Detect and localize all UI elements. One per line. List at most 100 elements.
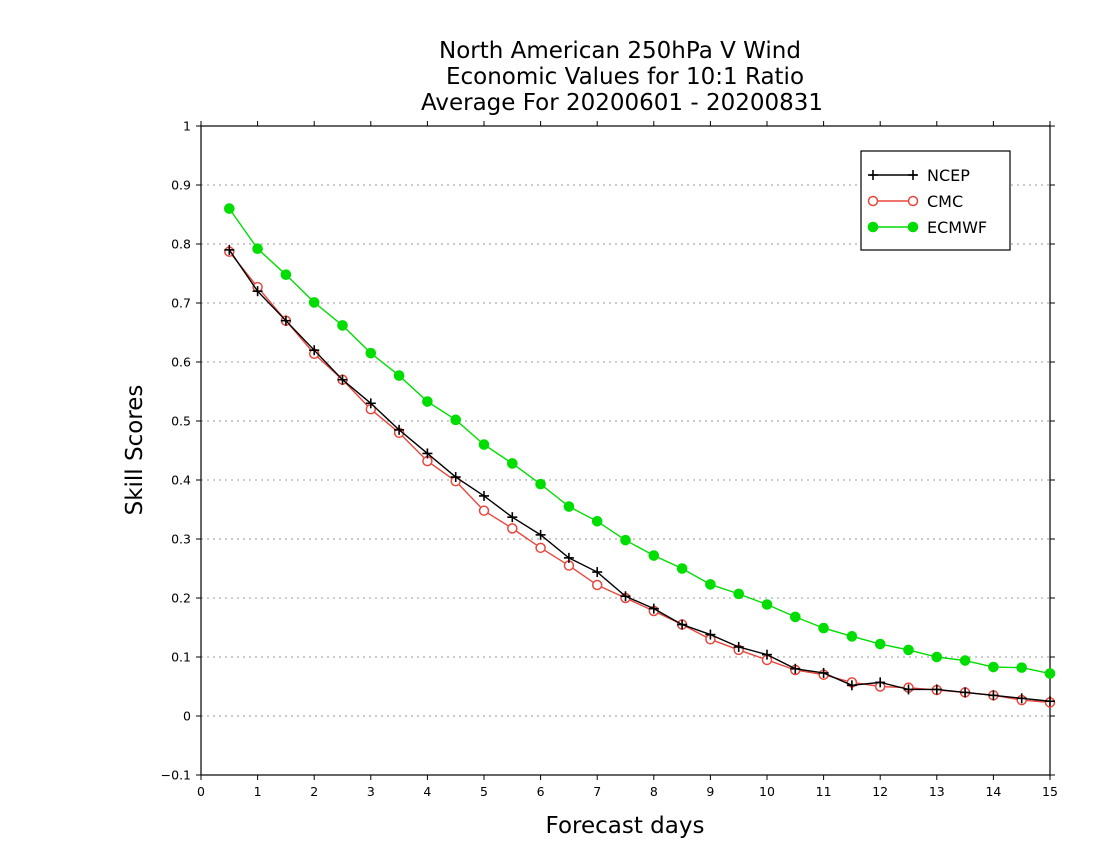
y-tick-label: 1 [183, 119, 191, 134]
point-ncep [648, 603, 659, 614]
point-ncep [705, 629, 716, 640]
point-ncep [450, 472, 461, 483]
point-ecmwf [676, 563, 688, 574]
point-ncep [960, 687, 971, 698]
point-ncep [224, 244, 235, 255]
point-ncep [988, 690, 999, 701]
point-ncep [337, 374, 348, 385]
y-tick-label: 0.2 [171, 591, 191, 606]
point-ecmwf [365, 347, 377, 359]
legend-marker-ecmwf [907, 221, 919, 233]
point-ecmwf [648, 550, 660, 561]
x-tick-label: 15 [1042, 784, 1058, 799]
legend-item-ncep: NCEP [868, 166, 970, 185]
point-ecmwf [959, 655, 971, 666]
point-ncep [394, 424, 405, 435]
y-tick-label: 0.9 [171, 178, 191, 193]
point-ecmwf [846, 631, 858, 642]
point-ecmwf [422, 396, 433, 407]
point-ncep [790, 663, 801, 674]
point-ecmwf [337, 320, 348, 331]
point-ecmwf [620, 534, 631, 546]
x-tick-label: 13 [929, 784, 945, 799]
legend-marker-cmc [867, 195, 879, 207]
legend-item-cmc: CMC [867, 192, 963, 211]
y-tick-label: 0.7 [171, 296, 191, 311]
x-tick-label: 10 [759, 784, 775, 799]
y-tick-label: 0.8 [171, 237, 191, 252]
point-ncep [1016, 693, 1027, 704]
grid [201, 184, 1050, 717]
point-ncep [1045, 696, 1055, 707]
point-ncep [762, 649, 772, 660]
chart-title: North American 250hPa V Wind Economic Va… [421, 38, 823, 116]
x-tick-label: 0 [197, 784, 205, 799]
point-ncep [422, 448, 433, 459]
point-ecmwf [478, 439, 490, 450]
point-ncep [931, 684, 942, 695]
point-cmc [507, 523, 518, 534]
plot-frame [200, 125, 1051, 776]
legend-label-ecmwf: ECMWF [927, 218, 987, 237]
legend-label-cmc: CMC [927, 192, 963, 211]
point-ncep [507, 512, 518, 523]
point-ecmwf [252, 243, 263, 255]
legend-marker-ncep [908, 170, 918, 180]
legend-marker-cmc [907, 195, 919, 207]
point-cmc [535, 542, 546, 554]
point-ecmwf [874, 638, 886, 650]
point-ecmwf [1044, 668, 1056, 679]
point-ncep [903, 684, 914, 695]
series-cmc [224, 246, 1056, 708]
series-line-ncep [228, 249, 1051, 702]
title-line-2: Economic Values for 10:1 Ratio [446, 64, 804, 90]
x-tick-label: 1 [254, 784, 262, 799]
point-ncep [846, 680, 857, 691]
x-tick-label: 9 [706, 784, 714, 799]
point-ecmwf [931, 651, 943, 663]
series-layer [224, 203, 1056, 708]
point-cmc [591, 579, 603, 591]
legend: NCEP CMC ECMWF [860, 150, 1011, 251]
x-tick-label: 7 [593, 784, 601, 799]
x-tick-label: 4 [423, 784, 431, 799]
point-ncep [592, 567, 603, 578]
y-tick-label: 0.5 [171, 414, 191, 429]
y-tick-label: 0.3 [171, 532, 191, 547]
point-ecmwf [535, 478, 546, 490]
point-ecmwf [507, 458, 518, 469]
x-tick-label: 5 [480, 784, 488, 799]
point-ncep [252, 286, 263, 297]
title-line-3: Average For 20200601 - 20200831 [421, 90, 823, 116]
point-ncep [818, 667, 829, 678]
point-ecmwf [988, 661, 999, 673]
x-axis: 0 1 2 3 4 5 6 7 8 9 10 11 12 13 14 15 [197, 121, 1058, 799]
point-ecmwf [761, 599, 773, 610]
point-ecmwf [1016, 662, 1028, 673]
point-ecmwf [903, 644, 914, 656]
point-ecmwf [591, 516, 603, 527]
x-tick-label: 12 [872, 784, 888, 799]
x-tick-label: 14 [985, 784, 1001, 799]
point-ncep [875, 677, 886, 688]
point-ecmwf [563, 501, 575, 512]
point-cmc [478, 505, 490, 516]
series-line-cmc [228, 251, 1051, 704]
point-ncep [563, 552, 574, 563]
y-axis-title: Skill Scores [122, 385, 148, 516]
point-ncep [620, 591, 631, 602]
point-ecmwf [705, 579, 716, 590]
x-tick-label: 2 [310, 784, 318, 799]
point-ncep [365, 398, 376, 409]
x-tick-label: 8 [650, 784, 658, 799]
point-ecmwf [280, 269, 292, 280]
point-ecmwf [733, 588, 745, 600]
legend-marker-ncep [868, 170, 878, 180]
legend-marker-ecmwf [867, 221, 879, 233]
series-ncep [224, 244, 1055, 707]
y-axis: −0.1 0 0.1 0.2 0.3 0.4 0.5 0.6 0.7 0.8 0.9 1 [161, 119, 1055, 783]
legend-item-ecmwf: ECMWF [867, 218, 987, 237]
point-ecmwf [450, 414, 462, 426]
point-ncep [733, 641, 744, 652]
